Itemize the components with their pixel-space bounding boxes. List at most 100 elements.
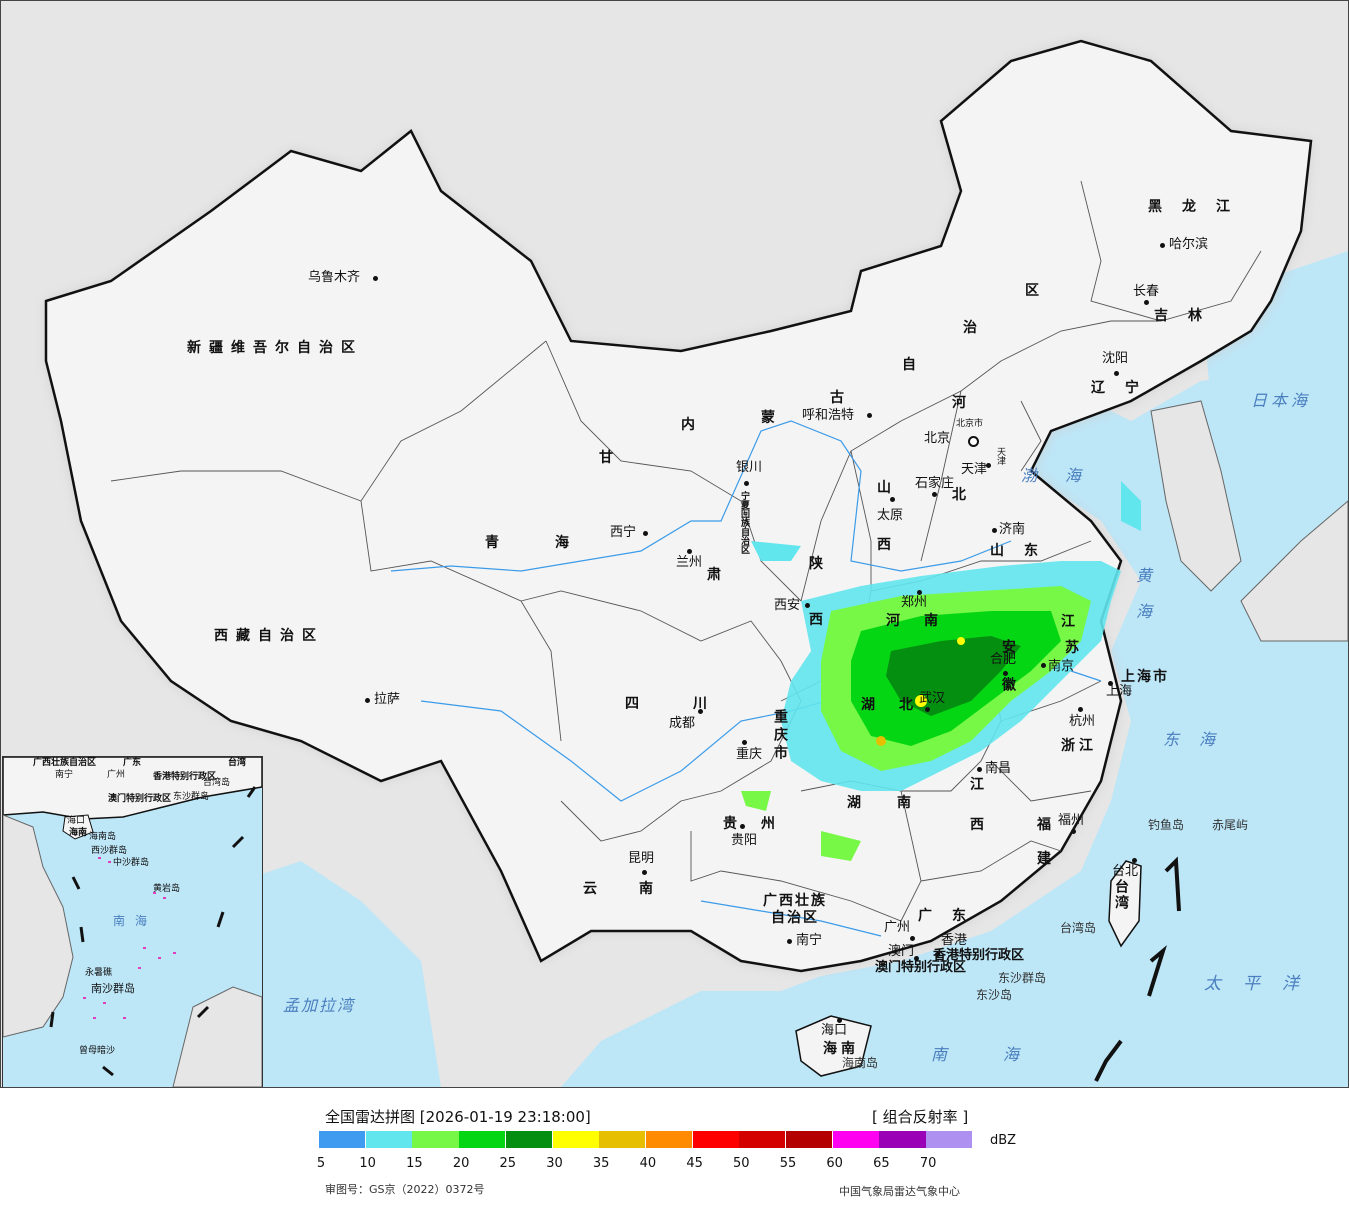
city-dot: [698, 709, 703, 714]
city-fuzhou: 福州: [1058, 813, 1085, 828]
inset-guangzhou: 广州: [107, 770, 126, 780]
inset-islands: [83, 857, 176, 1019]
legend-tick: 30: [546, 1156, 563, 1171]
city-tianjin-small: 天津: [995, 447, 1005, 465]
legend-swatch: [926, 1131, 973, 1148]
inset-xisha: 西沙群岛: [91, 846, 128, 856]
city-changchun: 长春: [1133, 284, 1160, 299]
legend-swatch: [365, 1131, 412, 1148]
city-taiyuan: 太原: [877, 508, 904, 523]
region-guangxi-2: 自治区: [771, 910, 819, 926]
city-dot: [687, 549, 692, 554]
city-beijing-small: 北京市: [956, 419, 984, 429]
island-diaoyu: 钓鱼岛: [1148, 818, 1185, 832]
city-dot: [744, 481, 749, 486]
inset-nansha: 南沙群岛: [91, 982, 135, 995]
region-hebei-2: 北: [952, 487, 974, 503]
city-wuhan: 武汉: [919, 691, 946, 706]
legend-tick: 60: [826, 1156, 843, 1171]
sea-yellow-label: 黄海: [1133, 567, 1152, 639]
city-dot: [365, 698, 370, 703]
city-harbin: 哈尔滨: [1169, 237, 1209, 252]
city-guiyang: 贵阳: [731, 833, 758, 848]
region-shanxi-2: 西: [877, 537, 899, 553]
legend-swatch: [319, 1131, 366, 1148]
city-hongkong: 香港: [941, 933, 968, 948]
region-hebei-1: 河: [952, 395, 974, 411]
inset-nanning: 南宁: [55, 770, 74, 780]
inset-huangyan: 黄岩岛: [153, 884, 181, 894]
island-hainan: 海南岛: [842, 1056, 879, 1070]
inset-mainland: [3, 757, 262, 820]
inset-canvas: [3, 757, 262, 1087]
legend-swatch: [599, 1131, 646, 1148]
city-zhengzhou: 郑州: [901, 595, 928, 610]
region-shanghai: 上海市: [1121, 669, 1169, 685]
city-shenyang: 沈阳: [1102, 351, 1129, 366]
city-dot: [910, 936, 915, 941]
region-jilin: 吉林: [1154, 308, 1222, 324]
region-shaanxi-1: 陕: [809, 556, 831, 572]
region-shaanxi-2: 西: [809, 612, 831, 628]
city-hangzhou: 杭州: [1069, 714, 1096, 729]
city-dot: [1132, 858, 1137, 863]
city-dot: [837, 1018, 842, 1023]
region-hainan: 海南: [823, 1041, 859, 1057]
city-beijing: 北京: [924, 431, 951, 446]
region-jiangsu-2: 苏: [1065, 640, 1087, 656]
region-zhejiang: 浙江: [1061, 738, 1097, 754]
region-neimenggu-4: 自: [902, 357, 924, 373]
legend-tick: 10: [359, 1156, 376, 1171]
region-chongqing: 重庆市: [772, 709, 788, 763]
region-qinghai: 青海: [485, 535, 625, 551]
city-taipei: 台北: [1112, 864, 1139, 879]
region-shandong: 山东: [990, 543, 1058, 559]
legend-tick: 15: [406, 1156, 423, 1171]
sea-area: [561, 361, 1348, 1087]
island-taiwan: 台湾岛: [1060, 921, 1097, 935]
legend-swatch: [552, 1131, 599, 1148]
region-neimenggu-2: 蒙: [761, 410, 783, 426]
sea-bohai-label: 渤海: [1021, 466, 1110, 485]
legend-swatch: [412, 1131, 459, 1148]
city-dot: [373, 276, 378, 281]
city-yinchuan: 银川: [736, 460, 763, 475]
region-neimenggu-1: 内: [681, 417, 703, 433]
region-gansu-1: 甘: [599, 450, 621, 466]
legend-panel: [0, 1088, 1349, 1208]
legend-tick: 25: [499, 1156, 517, 1171]
city-kunming: 昆明: [628, 851, 655, 866]
inset-guangdong: 广东: [123, 758, 142, 768]
legend-tick: 55: [779, 1156, 797, 1171]
south-china-sea-inset: 广西壮族自治区 南宁 广州 广东 香港特别行政区 澳门特别行政区 台湾 台湾岛 …: [2, 756, 263, 1087]
inset-taiwan-island: 台湾岛: [203, 778, 231, 788]
legend-tick: 45: [686, 1156, 703, 1171]
city-dot: [1108, 681, 1113, 686]
region-yunnan: 云南: [583, 881, 695, 897]
legend-title: 全国雷达拼图 [2026-01-19 23:18:00]: [325, 1108, 591, 1126]
city-nanchang: 南昌: [985, 761, 1012, 776]
legend-tick: 5: [316, 1156, 326, 1171]
city-dot: [867, 413, 872, 418]
city-dot: [1003, 671, 1008, 676]
legend-swatch: [645, 1131, 693, 1148]
inset-haikou: 海口: [67, 816, 86, 826]
city-xian: 西安: [774, 598, 801, 613]
city-nanning: 南宁: [796, 933, 823, 948]
island-dongsha: 东沙岛: [976, 988, 1013, 1002]
city-nanjing: 南京: [1048, 659, 1075, 674]
inset-hongkong: 香港特别行政区: [153, 772, 217, 782]
city-lhasa: 拉萨: [374, 692, 401, 707]
product-label: [ 组合反射率 ]: [872, 1108, 969, 1126]
city-shijiazhuang: 石家庄: [915, 476, 955, 491]
radar-echoes: [741, 481, 1141, 861]
region-fujian-1: 福: [1037, 817, 1059, 833]
sea-bengal-label: 孟加拉湾: [283, 996, 356, 1015]
city-hohhot: 呼和浩特: [802, 408, 855, 423]
city-dot: [1144, 300, 1149, 305]
sea-south-label: 南海: [931, 1045, 1076, 1064]
region-sichuan: 四川: [625, 696, 761, 712]
city-haikou: 海口: [821, 1023, 848, 1038]
region-heilongjiang: 黑龙江: [1148, 199, 1250, 215]
sea-east-label: 东海: [1163, 730, 1236, 749]
